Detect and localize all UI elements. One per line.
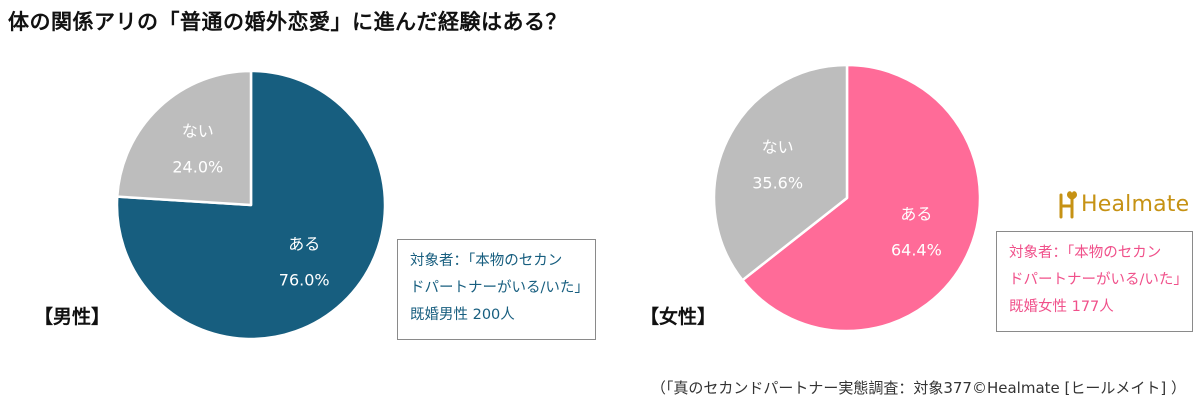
healmate-logo: Healmate (1058, 188, 1189, 220)
male-slice-0-value-label: 76.0% (279, 271, 330, 290)
female-info-box: 対象者：「本物のセカン ドパートナーがいる/いた」 既婚女性 177人 (996, 231, 1193, 332)
source-note: （「真のセカンドパートナー実態調査：対象377©Healmate [ヒールメイト… (650, 379, 1186, 397)
male-pie-labels: ある 76.0% ない 24.0% (172, 121, 329, 289)
female-slice-0-category-label: ある (900, 205, 932, 224)
male-info-box: 対象者：「本物のセカン ドパートナーがいる/いた」 既婚男性 200人 (397, 239, 596, 340)
female-slice-1 (712, 63, 849, 282)
male-slice-1-value-label: 24.0% (172, 157, 223, 176)
male-pie-slices (115, 69, 387, 341)
female-info-line-1: 対象者：「本物のセカン (1009, 245, 1162, 261)
female-pie-labels: ある 64.4% ない 35.6% (752, 137, 942, 259)
male-slice-1-category-label: ない (182, 121, 214, 140)
female-label: 【女性】 (640, 306, 717, 328)
female-slice-1-value-label: 35.6% (752, 173, 803, 192)
male-info-line-2: ドパートナーがいる/いた」 (410, 280, 589, 296)
male-info-line-1: 対象者：「本物のセカン (410, 253, 563, 269)
male-info-line-3: 既婚男性 200人 (410, 307, 515, 323)
female-slice-1-category-label: ない (762, 137, 794, 156)
female-info-line-2: ドパートナーがいる/いた」 (1009, 272, 1188, 288)
male-pie-chart: ある 76.0% ない 24.0% (115, 69, 387, 341)
healmate-logo-icon (1059, 191, 1077, 219)
female-pie-slices (712, 63, 982, 333)
female-pie-chart: ある 64.4% ない 35.6% (712, 63, 982, 333)
male-slice-0-category-label: ある (288, 235, 320, 254)
female-info-line-3: 既婚女性 177人 (1009, 299, 1114, 315)
female-slice-0-value-label: 64.4% (891, 241, 942, 260)
chart-title: 体の関係アリの「普通の婚外恋愛」に進んだ経験はある？ (8, 10, 567, 34)
male-label: 【男性】 (34, 306, 111, 328)
female-slice-0 (741, 63, 982, 333)
healmate-logo-text: Healmate (1081, 191, 1190, 217)
male-slice-1 (116, 69, 253, 207)
